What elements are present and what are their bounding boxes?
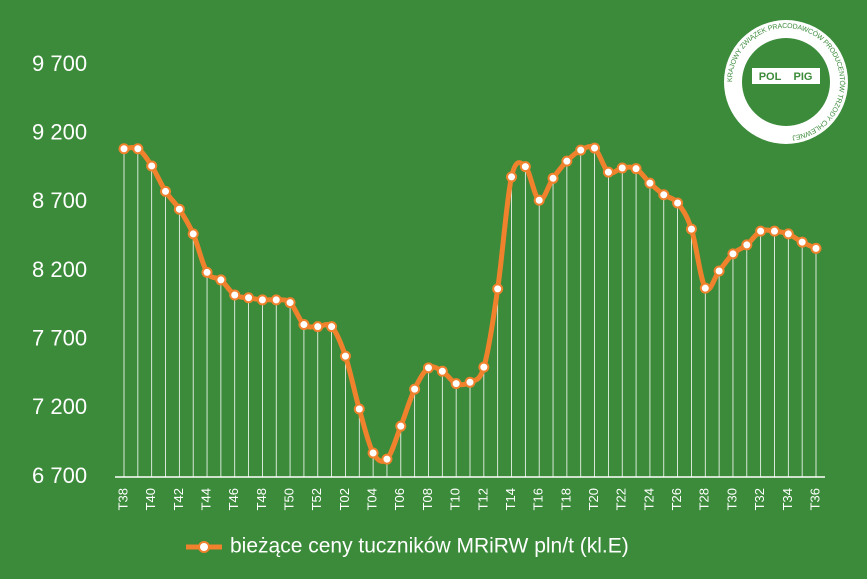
data-point bbox=[533, 194, 545, 206]
data-point bbox=[519, 161, 531, 173]
data-point bbox=[270, 294, 282, 306]
data-point bbox=[215, 274, 227, 286]
data-point bbox=[187, 228, 199, 240]
data-point bbox=[450, 378, 462, 390]
data-point bbox=[367, 447, 379, 459]
data-point bbox=[409, 383, 421, 395]
data-point bbox=[658, 189, 670, 201]
x-tick-label: T36 bbox=[807, 488, 822, 510]
data-point bbox=[685, 223, 697, 235]
x-tick-label: T04 bbox=[365, 488, 380, 510]
x-tick-label: T26 bbox=[669, 488, 684, 510]
x-tick-label: T32 bbox=[752, 488, 767, 510]
x-tick-label: T30 bbox=[724, 488, 739, 510]
x-tick-label: T48 bbox=[254, 488, 269, 510]
data-point bbox=[741, 239, 753, 251]
data-point bbox=[506, 171, 518, 183]
legend-marker bbox=[198, 541, 210, 553]
x-tick-label: T42 bbox=[171, 488, 186, 510]
data-point bbox=[755, 225, 767, 237]
x-tick-label: T24 bbox=[641, 488, 656, 510]
data-point bbox=[547, 172, 559, 184]
data-point bbox=[381, 453, 393, 465]
x-tick-label: T50 bbox=[282, 488, 297, 510]
data-point bbox=[229, 289, 241, 301]
data-point bbox=[464, 376, 476, 388]
data-point bbox=[644, 177, 656, 189]
data-point bbox=[575, 144, 587, 156]
x-tick-label: T06 bbox=[392, 488, 407, 510]
data-point bbox=[312, 321, 324, 333]
data-point bbox=[353, 403, 365, 415]
data-point bbox=[699, 282, 711, 294]
data-point bbox=[589, 142, 601, 154]
data-point bbox=[132, 143, 144, 155]
data-point bbox=[395, 420, 407, 432]
data-point bbox=[768, 225, 780, 237]
x-tick-label: T22 bbox=[614, 488, 629, 510]
logo: POL PIG KRAJOWY ZWIĄZEK PRACODAWCÓW PROD… bbox=[724, 20, 848, 144]
x-tick-label: T38 bbox=[115, 488, 130, 510]
data-point bbox=[630, 163, 642, 175]
x-tick-label: T40 bbox=[143, 488, 158, 510]
x-tick-label: T20 bbox=[586, 488, 601, 510]
logo-band bbox=[752, 68, 820, 84]
data-point bbox=[616, 162, 628, 174]
data-point bbox=[602, 166, 614, 178]
y-tick-label: 7 200 bbox=[32, 394, 87, 419]
data-point bbox=[436, 365, 448, 377]
logo-right: PIG bbox=[794, 71, 813, 83]
x-tick-label: T08 bbox=[420, 488, 435, 510]
x-tick-label: T12 bbox=[475, 488, 490, 510]
data-point bbox=[146, 160, 158, 172]
y-tick-label: 9 700 bbox=[32, 51, 87, 76]
x-tick-label: T18 bbox=[558, 488, 573, 510]
x-tick-label: T14 bbox=[503, 488, 518, 510]
data-point bbox=[810, 242, 822, 254]
data-point bbox=[173, 203, 185, 215]
data-point bbox=[201, 266, 213, 278]
data-point bbox=[561, 155, 573, 167]
x-tick-label: T52 bbox=[309, 488, 324, 510]
data-point bbox=[478, 361, 490, 373]
y-tick-label: 8 200 bbox=[32, 257, 87, 282]
data-point bbox=[339, 350, 351, 362]
y-tick-label: 6 700 bbox=[32, 463, 87, 488]
data-point bbox=[727, 248, 739, 260]
x-tick-label: T28 bbox=[697, 488, 712, 510]
data-point bbox=[160, 185, 172, 197]
data-point bbox=[672, 197, 684, 209]
y-tick-label: 8 700 bbox=[32, 188, 87, 213]
data-point bbox=[796, 236, 808, 248]
data-point bbox=[243, 292, 255, 304]
x-tick-label: T10 bbox=[448, 488, 463, 510]
y-tick-label: 7 700 bbox=[32, 325, 87, 350]
x-tick-label: T02 bbox=[337, 488, 352, 510]
y-tick-label: 9 200 bbox=[32, 119, 87, 144]
data-point bbox=[422, 362, 434, 374]
data-point bbox=[118, 143, 130, 155]
data-point bbox=[298, 319, 310, 331]
data-point bbox=[782, 228, 794, 240]
data-point bbox=[713, 265, 725, 277]
logo-left: POL bbox=[759, 71, 782, 83]
x-tick-label: T46 bbox=[226, 488, 241, 510]
data-point bbox=[492, 283, 504, 295]
data-point bbox=[284, 297, 296, 309]
x-tick-label: T44 bbox=[198, 488, 213, 510]
x-tick-label: T16 bbox=[531, 488, 546, 510]
x-tick-label: T34 bbox=[780, 488, 795, 510]
data-point bbox=[326, 321, 338, 333]
legend-label: bieżące ceny tuczników MRiRW pln/t (kl.E… bbox=[230, 535, 629, 558]
data-point bbox=[256, 294, 268, 306]
